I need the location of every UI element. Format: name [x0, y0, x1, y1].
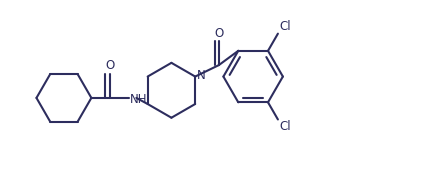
Text: N: N — [197, 69, 206, 82]
Text: Cl: Cl — [279, 20, 291, 33]
Text: NH: NH — [130, 93, 148, 106]
Text: O: O — [105, 59, 114, 72]
Text: Cl: Cl — [279, 120, 291, 133]
Text: O: O — [214, 26, 224, 40]
